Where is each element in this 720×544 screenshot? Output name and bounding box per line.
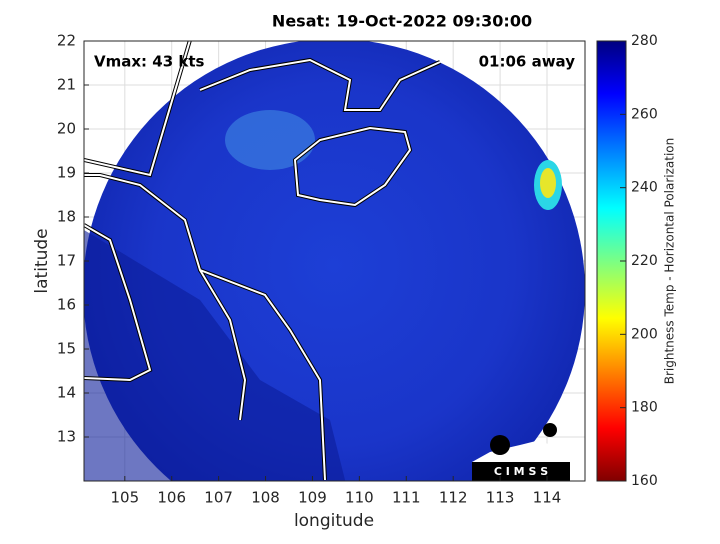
y-axis-label: latitude <box>32 228 52 293</box>
x-tick-label: 111 <box>392 489 421 507</box>
x-tick-label: 106 <box>157 489 186 507</box>
colorbar-tick-label: 280 <box>631 33 658 49</box>
x-tick-label: 113 <box>486 489 515 507</box>
logo-text: C I M S S <box>494 465 548 478</box>
y-tick-label: 22 <box>57 32 76 50</box>
x-axis-label: longitude <box>294 511 374 531</box>
colorbar-tick-label: 240 <box>631 180 658 196</box>
rain-core <box>540 168 556 198</box>
y-tick-label: 21 <box>57 76 76 94</box>
annotation: Vmax: 43 kts <box>94 53 204 71</box>
y-tick-label: 17 <box>57 252 76 270</box>
y-tick-label: 14 <box>57 384 76 402</box>
x-tick-label: 105 <box>110 489 139 507</box>
x-tick-label: 112 <box>439 489 468 507</box>
logo-bar <box>472 462 570 481</box>
logo: C I M S S <box>472 423 570 481</box>
colorbar-tick-label: 180 <box>631 400 658 416</box>
colorbar-tick-label: 220 <box>631 253 658 269</box>
warm-region <box>225 110 315 170</box>
y-tick-label: 20 <box>57 120 76 138</box>
x-tick-label: 109 <box>298 489 327 507</box>
chart-title: Nesat: 19-Oct-2022 09:30:00 <box>272 12 532 31</box>
logo-dish <box>490 435 510 455</box>
y-tick-label: 16 <box>57 296 76 314</box>
annotation: 01:06 away <box>479 53 576 71</box>
x-tick-label: 108 <box>251 489 280 507</box>
y-tick-label: 19 <box>57 164 76 182</box>
colorbar-label: Brightness Temp - Horizontal Polarizatio… <box>663 138 677 385</box>
satellite-swath <box>84 41 585 481</box>
y-tick-label: 13 <box>57 428 76 446</box>
colorbar-tick-label: 260 <box>631 106 658 122</box>
colorbar-tick-label: 200 <box>631 326 658 342</box>
land-shade <box>84 230 346 481</box>
x-tick-label: 107 <box>204 489 233 507</box>
y-tick-label: 15 <box>57 340 76 358</box>
y-tick-label: 18 <box>57 208 76 226</box>
x-tick-label: 114 <box>533 489 562 507</box>
colorbar-tick-label: 160 <box>631 473 658 489</box>
x-tick-label: 110 <box>345 489 374 507</box>
logo-tower <box>543 423 557 437</box>
coastline <box>84 41 441 481</box>
